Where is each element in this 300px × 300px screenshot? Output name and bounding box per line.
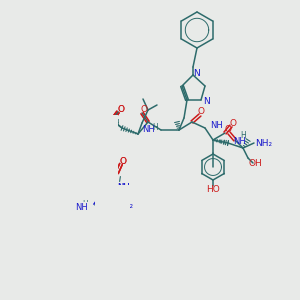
Text: H₂N: H₂N (43, 125, 60, 134)
Text: O: O (230, 119, 236, 128)
Text: H: H (40, 159, 46, 165)
Text: H: H (34, 145, 40, 154)
Text: H: H (46, 152, 52, 161)
Text: NH: NH (78, 178, 91, 187)
Text: H: H (41, 154, 47, 164)
Bar (95, 185, 130, 215)
Text: H: H (240, 130, 246, 140)
Text: H: H (40, 162, 46, 168)
Text: NH: NH (210, 122, 223, 130)
Text: NH₂: NH₂ (116, 202, 133, 211)
Text: H: H (79, 119, 85, 128)
Text: NH₂: NH₂ (255, 139, 272, 148)
Text: H: H (41, 136, 47, 146)
Text: H: H (113, 119, 119, 128)
Text: N: N (202, 98, 209, 106)
Text: N: N (40, 137, 46, 146)
Text: O: O (140, 106, 148, 115)
Text: N: N (70, 134, 76, 142)
Text: H: H (35, 148, 41, 158)
Text: O: O (224, 125, 232, 134)
Text: N: N (46, 142, 53, 151)
Text: NH: NH (103, 122, 116, 131)
Text: N: N (46, 160, 53, 169)
Text: H: H (112, 188, 118, 197)
Text: OH: OH (248, 160, 262, 169)
Text: NH: NH (142, 125, 155, 134)
Text: N: N (94, 160, 101, 169)
Text: H: H (152, 122, 158, 131)
Text: NH: NH (117, 184, 130, 193)
Bar (28, 115, 118, 200)
Text: H: H (47, 155, 52, 161)
Text: O: O (119, 158, 127, 166)
Text: N: N (194, 68, 200, 77)
Text: O: O (118, 106, 124, 115)
Text: O: O (197, 107, 205, 116)
Text: O: O (119, 158, 127, 166)
Bar (30, 115, 110, 190)
Text: H: H (65, 128, 71, 137)
Text: HO: HO (206, 185, 220, 194)
Text: H₂N: H₂N (37, 178, 53, 188)
Text: NH: NH (69, 122, 82, 131)
Text: NH: NH (41, 163, 54, 172)
Text: H: H (82, 196, 88, 205)
Text: H: H (34, 130, 40, 140)
Text: NH: NH (75, 202, 88, 211)
Text: NH: NH (233, 136, 246, 146)
Text: H: H (117, 188, 123, 196)
Text: N: N (34, 155, 41, 164)
Text: O: O (118, 106, 124, 115)
Text: N: N (43, 166, 50, 175)
Text: N: N (52, 146, 58, 154)
Text: NH: NH (117, 184, 130, 193)
Text: NH: NH (74, 178, 87, 187)
